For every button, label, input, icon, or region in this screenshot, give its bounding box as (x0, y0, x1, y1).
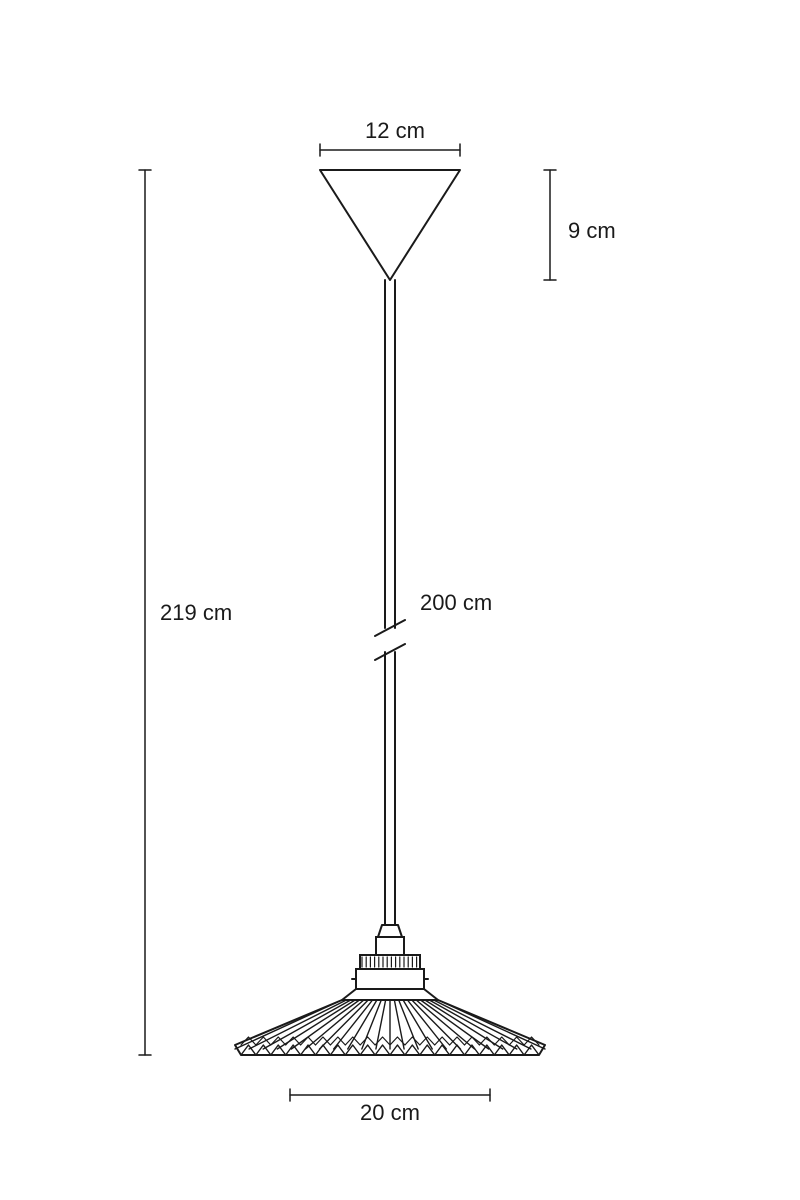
dim-label-canopy-height: 9 cm (568, 218, 616, 244)
drawing-stage: 12 cm 9 cm 200 cm 219 cm 20 cm (0, 0, 800, 1200)
dim-label-canopy-width: 12 cm (365, 118, 425, 144)
dim-label-cord-length: 200 cm (420, 590, 492, 616)
pendant-lamp-svg (0, 0, 800, 1200)
dim-label-total-height: 219 cm (160, 600, 232, 626)
dim-label-shade-width: 20 cm (360, 1100, 420, 1126)
